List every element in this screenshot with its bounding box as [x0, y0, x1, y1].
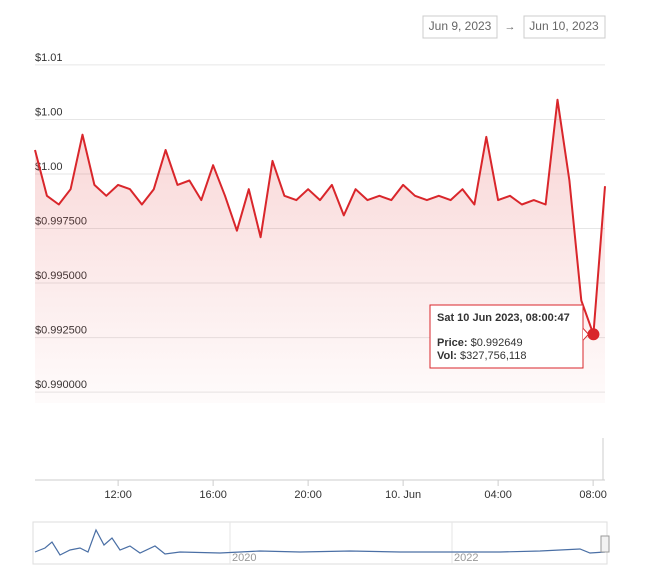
hover-point — [587, 328, 600, 341]
date-from-text: Jun 9, 2023 — [429, 19, 492, 33]
date-to-text: Jun 10, 2023 — [529, 19, 599, 33]
price-line — [34, 98, 606, 336]
y-tick-label: $1.01 — [35, 52, 63, 64]
navigator-label: 2022 — [454, 552, 478, 564]
x-tick-label: 08:00 — [579, 489, 607, 501]
x-tick-label: 12:00 — [104, 489, 132, 501]
navigator — [32, 521, 608, 565]
navigator-label: 2020 — [232, 552, 256, 564]
x-tick-label: 16:00 — [199, 489, 227, 501]
tooltip-label: Vol: — [437, 350, 457, 362]
navigator-line — [34, 528, 606, 556]
tooltip-value: $0.992649 — [471, 337, 523, 349]
x-tick-label: 20:00 — [294, 489, 322, 501]
x-tick-label: 04:00 — [484, 489, 512, 501]
tooltip-label: Price: — [437, 337, 468, 349]
tooltip-value: $327,756,118 — [460, 350, 526, 362]
tooltip-title: Sat 10 Jun 2023, 08:00:47 — [437, 312, 570, 324]
range-arrow: → — [505, 21, 516, 33]
y-tick-label: $1.00 — [35, 106, 63, 118]
tooltip — [429, 304, 584, 369]
y-tick-label: $1.00 — [35, 161, 63, 173]
navigator-handle[interactable] — [600, 535, 610, 553]
x-tick-label: 10. Jun — [385, 489, 421, 501]
date-to[interactable] — [523, 15, 606, 39]
date-from[interactable] — [422, 15, 498, 39]
